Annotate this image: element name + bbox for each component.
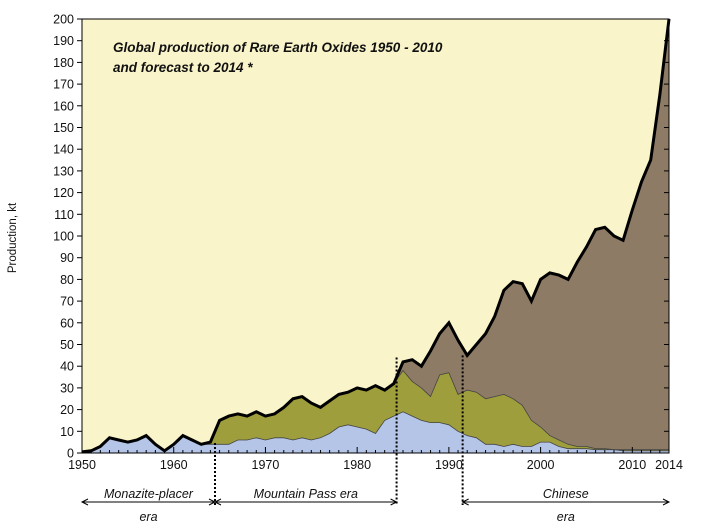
y-tick-label: 90 [60, 251, 74, 265]
y-tick-label: 170 [53, 78, 74, 92]
y-tick-label: 70 [60, 295, 74, 309]
y-tick-label: 190 [53, 34, 74, 48]
y-tick-label: 130 [53, 164, 74, 178]
y-tick-label: 160 [53, 99, 74, 113]
era-arrow-left [80, 498, 89, 506]
era-label-line-2: era [557, 510, 575, 524]
era-arrow-left [213, 498, 222, 506]
era-label: Monazite-placer [104, 487, 194, 501]
y-tick-label: 50 [60, 338, 74, 352]
y-tick-label: 110 [54, 208, 74, 222]
y-tick-label: 120 [53, 186, 74, 200]
era-markers [213, 355, 464, 505]
y-tick-label: 200 [53, 13, 74, 27]
y-tick-label: 140 [53, 143, 74, 157]
x-axis-ticks: 1950 1960 1970 1980 1990 2000 2010 2014 [68, 447, 683, 472]
x-tick-label: 1960 [160, 458, 188, 472]
era-annotations: Monazite-placer era Mountain Pass era Chine… [80, 487, 671, 524]
chart-title-line-1: Global production of Rare Earth Oxides 1… [113, 40, 443, 55]
y-tick-label: 40 [60, 360, 74, 374]
y-tick-label: 60 [60, 316, 74, 330]
era-arrow-right [390, 498, 398, 506]
x-tick-label: 1980 [343, 458, 371, 472]
y-tick-label: 100 [53, 230, 74, 244]
y-axis-label: Production, kt [7, 202, 19, 273]
y-tick-label: 20 [60, 403, 74, 417]
x-tick-label: 1970 [252, 458, 280, 472]
chart-title-line-2: and forecast to 2014 * [113, 60, 253, 75]
era-label-line-2: era [139, 510, 157, 524]
y-tick-label: 30 [60, 381, 74, 395]
x-tick-label: 2014 [655, 458, 683, 472]
y-tick-label: 10 [60, 425, 74, 439]
y-tick-label: 80 [60, 273, 74, 287]
era-label: Mountain Pass era [254, 487, 358, 501]
era-arrow-left [461, 498, 469, 506]
x-tick-label: 1950 [68, 458, 96, 472]
x-tick-label: 2000 [527, 458, 555, 472]
total-area [82, 19, 669, 453]
x-tick-label: 2010 [618, 458, 646, 472]
x-tick-label: 1990 [435, 458, 463, 472]
y-tick-label: 150 [53, 121, 74, 135]
total-production-line [81, 18, 671, 454]
y-axis-ticks: 0 10 20 30 40 50 60 70 80 90 100 110 120 130 140 150 160… [53, 13, 669, 461]
era-arrow-right [662, 498, 671, 506]
era-label: Chinese [543, 487, 589, 501]
y-tick-label: 0 [67, 447, 74, 461]
y-tick-label: 180 [53, 56, 74, 70]
